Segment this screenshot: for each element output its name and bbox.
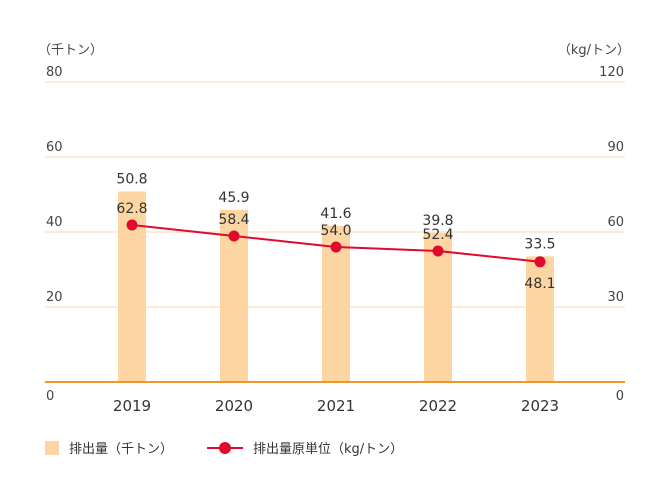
line-value-label: 58.4 <box>218 212 249 228</box>
x-tick-label: 2019 <box>113 397 151 415</box>
line-value-label: 62.8 <box>116 201 147 217</box>
bar-value-label: 39.8 <box>422 213 453 229</box>
legend-bar-swatch <box>45 440 59 455</box>
line-point <box>228 230 240 242</box>
bar <box>424 232 452 382</box>
left-tick-label: 80 <box>46 65 63 80</box>
line-point <box>330 241 342 253</box>
right-tick-label: 90 <box>607 140 624 155</box>
legend: 排出量（千トン） 排出量原単位（kg/トン） <box>45 438 437 457</box>
legend-item-bar: 排出量（千トン） <box>45 438 173 457</box>
right-tick-label: 0 <box>616 389 624 404</box>
x-tick-label: 2020 <box>215 397 253 415</box>
bar-value-label: 50.8 <box>116 172 147 188</box>
line-point <box>534 256 546 268</box>
right-tick-label: 30 <box>607 290 624 305</box>
bar-value-label: 45.9 <box>218 190 249 206</box>
left-tick-label: 20 <box>46 290 63 305</box>
line-value-label: 54.0 <box>320 223 351 239</box>
bar-value-label: 33.5 <box>524 236 555 252</box>
left-tick-label: 60 <box>46 140 63 155</box>
data-labels: 50.8 45.9 41.6 39.8 33.5 62.8 58.4 54.0 52.4 48.1 <box>116 172 555 292</box>
x-tick-label: 2021 <box>317 397 355 415</box>
legend-line-swatch <box>207 441 244 455</box>
axis-labels: 0 0 20 30 40 60 60 90 80 120 2019 2020 2021 2022 2023 <box>46 65 624 415</box>
x-tick-label: 2023 <box>521 397 559 415</box>
chart: 50.8 45.9 41.6 39.8 33.5 62.8 58.4 54.0 52.4 48.1… <box>38 43 630 415</box>
line-point <box>432 245 444 257</box>
x-tick-label: 2022 <box>419 397 457 415</box>
legend-item-line: 排出量原単位（kg/トン） <box>207 438 403 457</box>
line-series <box>126 219 546 268</box>
legend-line-label: 排出量原単位（kg/トン） <box>253 442 404 457</box>
legend-bar-label: 排出量（千トン） <box>69 442 174 457</box>
left-axis-unit: （千トン） <box>38 43 103 58</box>
right-tick-label: 120 <box>599 65 624 80</box>
line-value-label: 52.4 <box>422 227 453 243</box>
left-tick-label: 0 <box>46 389 54 404</box>
legend-line-marker <box>219 441 232 454</box>
right-axis-unit: （kg/トン） <box>558 43 630 58</box>
bar-value-label: 41.6 <box>320 206 351 222</box>
line-point <box>126 219 138 231</box>
left-tick-label: 40 <box>46 215 63 230</box>
line-value-label: 48.1 <box>524 276 555 292</box>
right-tick-label: 60 <box>607 215 624 230</box>
bar <box>526 256 554 382</box>
